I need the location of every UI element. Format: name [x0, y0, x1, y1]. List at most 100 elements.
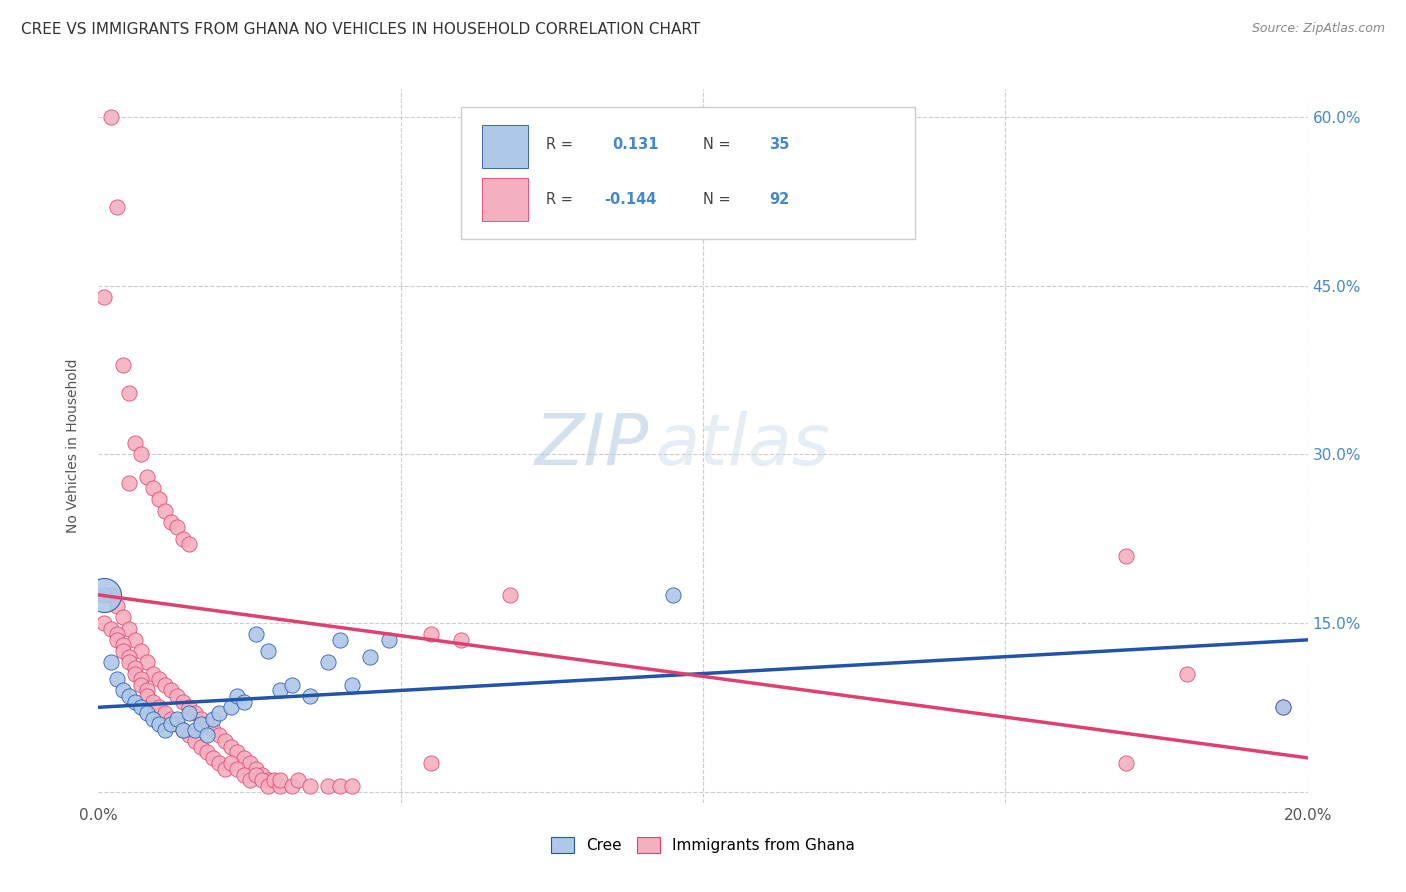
Point — [256, 779, 278, 793]
Point — [93, 290, 115, 304]
Text: -0.144: -0.144 — [603, 193, 657, 207]
Point — [360, 649, 382, 664]
Point — [184, 706, 207, 720]
Point — [179, 728, 201, 742]
Point — [179, 700, 201, 714]
Point — [281, 678, 304, 692]
Point — [179, 537, 201, 551]
Point — [179, 706, 201, 720]
Point — [129, 644, 152, 658]
Point — [142, 712, 165, 726]
Point — [118, 385, 141, 400]
Point — [1175, 666, 1198, 681]
Point — [160, 717, 183, 731]
Point — [118, 622, 141, 636]
Point — [202, 751, 225, 765]
Point — [221, 739, 243, 754]
Text: 35: 35 — [769, 137, 790, 153]
Point — [420, 627, 443, 641]
Point — [111, 683, 134, 698]
Point — [105, 200, 128, 214]
Point — [1115, 756, 1137, 771]
Point — [190, 712, 212, 726]
Point — [232, 768, 254, 782]
Point — [299, 689, 322, 703]
Point — [135, 689, 157, 703]
Point — [450, 632, 472, 647]
Point — [111, 644, 134, 658]
Point — [202, 712, 225, 726]
Point — [329, 779, 352, 793]
Point — [195, 745, 218, 759]
Point — [269, 779, 291, 793]
Point — [160, 712, 183, 726]
Point — [153, 678, 176, 692]
Point — [153, 706, 176, 720]
Point — [226, 745, 249, 759]
Point — [256, 773, 278, 788]
Point — [100, 622, 122, 636]
Point — [153, 503, 176, 517]
Point — [190, 717, 212, 731]
Point — [105, 599, 128, 614]
Point — [316, 779, 339, 793]
Point — [316, 656, 339, 670]
Point — [135, 656, 157, 670]
Point — [239, 773, 262, 788]
Point — [329, 632, 352, 647]
Point — [208, 706, 231, 720]
Text: 92: 92 — [769, 193, 790, 207]
Point — [342, 678, 364, 692]
Point — [195, 728, 218, 742]
Text: CREE VS IMMIGRANTS FROM GHANA NO VEHICLES IN HOUSEHOLD CORRELATION CHART: CREE VS IMMIGRANTS FROM GHANA NO VEHICLE… — [21, 22, 700, 37]
Point — [208, 756, 231, 771]
Point — [245, 627, 267, 641]
Point — [111, 639, 134, 653]
Point — [250, 768, 273, 782]
Point — [1115, 549, 1137, 563]
Text: N =: N = — [703, 193, 731, 207]
Point — [420, 756, 443, 771]
Point — [124, 695, 146, 709]
Point — [221, 700, 243, 714]
Point — [221, 756, 243, 771]
Point — [256, 644, 278, 658]
Point — [661, 588, 683, 602]
Text: N =: N = — [703, 137, 731, 153]
Point — [214, 734, 236, 748]
Point — [160, 683, 183, 698]
Point — [93, 615, 115, 630]
Point — [202, 723, 225, 737]
Point — [129, 678, 152, 692]
Point — [232, 751, 254, 765]
Point — [208, 728, 231, 742]
Point — [124, 632, 146, 647]
Point — [299, 779, 322, 793]
Point — [135, 706, 157, 720]
Point — [166, 520, 188, 534]
Point — [148, 700, 170, 714]
Point — [232, 695, 254, 709]
Point — [172, 532, 194, 546]
Point — [498, 588, 520, 602]
Point — [342, 779, 364, 793]
Text: R =: R = — [546, 137, 572, 153]
Text: Source: ZipAtlas.com: Source: ZipAtlas.com — [1251, 22, 1385, 36]
Point — [135, 683, 157, 698]
Y-axis label: No Vehicles in Household: No Vehicles in Household — [66, 359, 80, 533]
Point — [135, 470, 157, 484]
Point — [129, 447, 152, 461]
Point — [142, 666, 165, 681]
Point — [160, 515, 183, 529]
Text: R =: R = — [546, 193, 572, 207]
Bar — [482, 178, 527, 221]
Point — [245, 768, 267, 782]
Point — [118, 656, 141, 670]
Point — [124, 436, 146, 450]
Point — [153, 723, 176, 737]
Point — [105, 632, 128, 647]
Point — [93, 588, 115, 602]
Point — [1272, 700, 1295, 714]
Point — [172, 723, 194, 737]
Point — [100, 656, 122, 670]
